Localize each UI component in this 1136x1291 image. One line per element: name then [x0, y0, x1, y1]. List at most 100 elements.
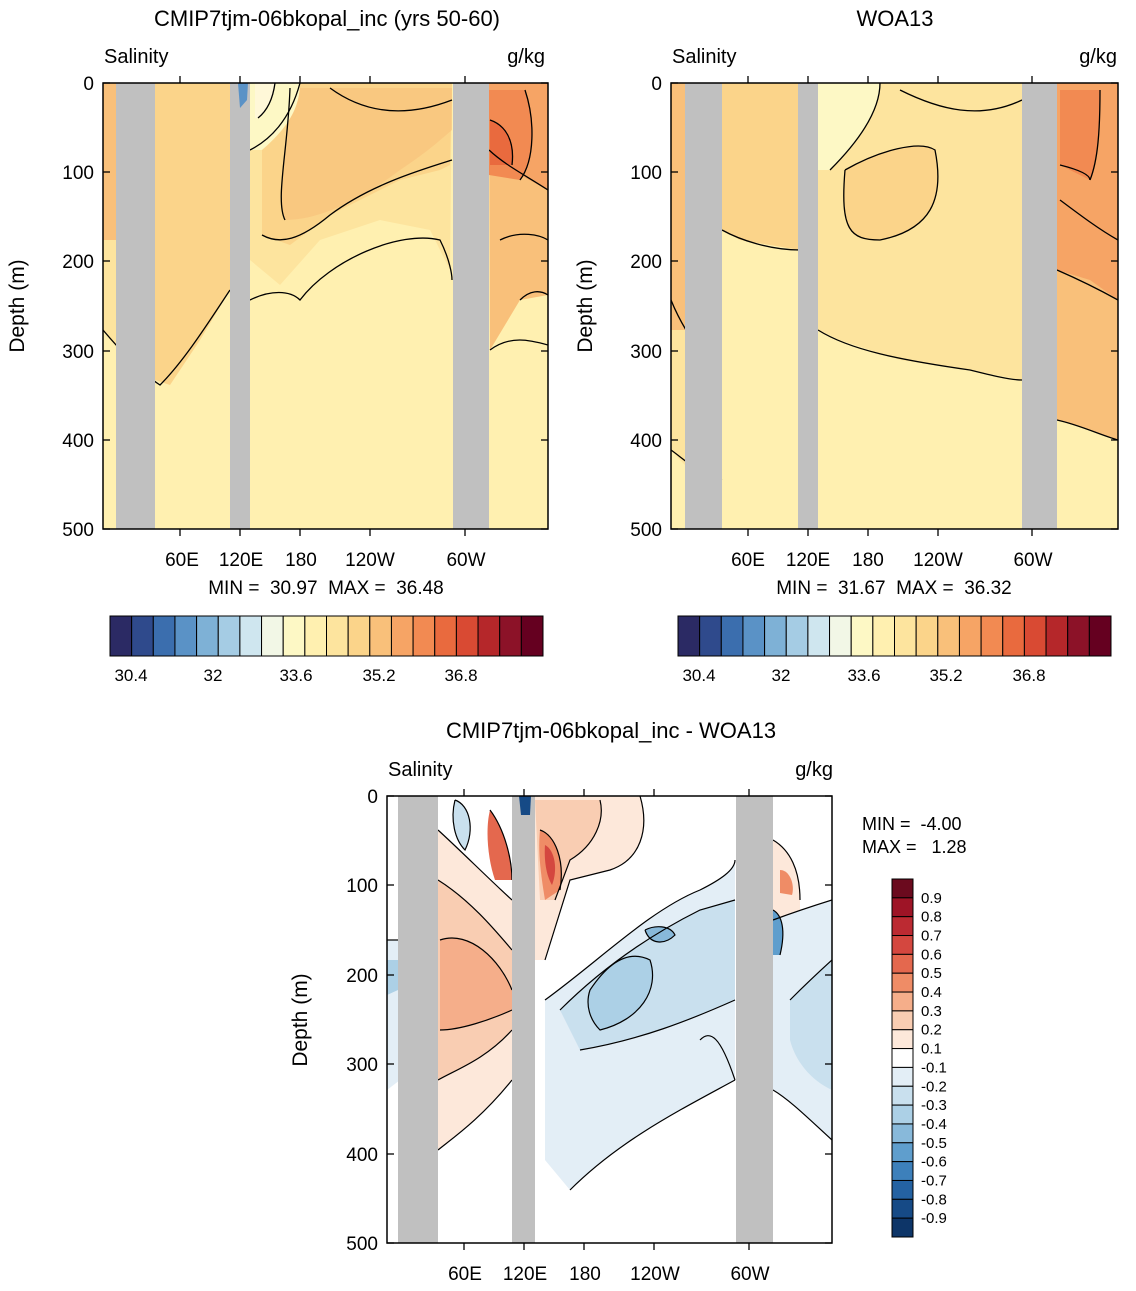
panel-model-field: [103, 83, 548, 529]
colorbar-swatch: [891, 1029, 914, 1050]
colorbar-swatch: [891, 897, 914, 918]
colorbar-swatch: [891, 935, 914, 955]
panel-model-min-max: MIN = 30.97 MAX = 36.48: [208, 578, 444, 599]
colorbar-label: 32: [772, 666, 791, 685]
panel-diff-units-label: g/kg: [795, 759, 833, 781]
colorbar-label: 0.8: [921, 909, 942, 926]
colorbar-label: 0.5: [921, 965, 942, 982]
panel-diff-y-tick-labels: 0 100 200 300 400 500: [346, 787, 378, 1255]
panel-diff-colorbar: [891, 878, 914, 1238]
panel-obs-field: [671, 83, 1118, 529]
colorbar-label: 0.6: [921, 946, 942, 963]
colorbar-label: 30.4: [682, 666, 715, 685]
colorbar-swatch: [499, 615, 522, 657]
colorbar-label: 36.8: [1012, 666, 1045, 685]
panel-diff-max: MAX = 1.28: [862, 837, 967, 857]
panel-diff-ytick: 500: [346, 1234, 378, 1255]
colorbar-label: 0.3: [921, 1003, 942, 1020]
colorbar-label: -0.2: [921, 1078, 947, 1095]
colorbar-swatch: [891, 1048, 914, 1068]
panel-diff-field: [387, 796, 832, 1243]
colorbar-swatch: [891, 991, 914, 1012]
panel-diff-variable-label: Salinity: [388, 759, 452, 781]
colorbar-label: 35.2: [362, 666, 395, 685]
colorbar-swatch: [764, 615, 787, 657]
panel-model-ytick: 400: [62, 431, 94, 452]
colorbar-label: 30.4: [114, 666, 147, 685]
colorbar-swatch: [742, 615, 766, 657]
colorbar-label: -0.4: [921, 1116, 947, 1133]
panel-observations: WOA13 Salinity g/kg: [574, 6, 1119, 685]
panel-model-xtick: 60E: [165, 550, 199, 571]
colorbar-label: 0.7: [921, 928, 942, 945]
panel-obs-colorbar: [677, 615, 1112, 657]
colorbar-swatch: [152, 615, 176, 657]
colorbar-swatch: [891, 1179, 914, 1200]
colorbar-swatch: [347, 615, 371, 657]
colorbar-swatch: [891, 1217, 914, 1238]
colorbar-swatch: [304, 615, 328, 657]
panel-obs-ytick: 100: [630, 163, 662, 184]
colorbar-swatch: [1088, 615, 1112, 657]
colorbar-label: -0.6: [921, 1154, 947, 1171]
colorbar-swatch: [891, 1161, 914, 1181]
panel-diff-min: MIN = -4.00: [862, 814, 962, 834]
colorbar-swatch: [894, 615, 917, 657]
panel-diff-ytick: 100: [346, 876, 378, 897]
panel-model-colorbar-labels: 30.4 32 33.6 35.2 36.8: [114, 666, 477, 685]
panel-model-ytick: 200: [62, 252, 94, 273]
colorbar-swatch: [390, 615, 414, 657]
colorbar-swatch: [891, 953, 914, 974]
panel-obs-y-axis-label: Depth (m): [574, 259, 597, 352]
panel-model-xtick: 120E: [219, 550, 263, 571]
colorbar-swatch: [937, 615, 960, 657]
panel-diff-ticks: [387, 789, 832, 1250]
colorbar-swatch: [412, 615, 436, 657]
colorbar-swatch: [891, 1066, 914, 1087]
colorbar-swatch: [434, 615, 457, 657]
colorbar-swatch: [455, 615, 479, 657]
panel-difference: CMIP7tjm-06bkopal_inc - WOA13 Salinity g…: [289, 718, 967, 1285]
panel-diff-ytick: 300: [346, 1055, 378, 1076]
colorbar-label: 35.2: [929, 666, 962, 685]
colorbar-swatch: [261, 615, 284, 657]
colorbar-swatch: [785, 615, 809, 657]
panel-model-ticks: [103, 76, 548, 536]
panel-diff-xtick: 120E: [503, 1264, 547, 1285]
colorbar-swatch: [829, 615, 852, 657]
panel-obs-xtick: 120W: [913, 550, 963, 571]
panel-model-x-tick-labels: 60E 120E 180 120W 60W: [165, 550, 486, 571]
panel-obs-units-label: g/kg: [1079, 46, 1117, 68]
colorbar-label: -0.9: [921, 1210, 947, 1227]
panel-obs-xtick: 120E: [786, 550, 830, 571]
panel-model-colorbar: [109, 615, 544, 657]
colorbar-label: -0.5: [921, 1135, 947, 1152]
panel-obs-min-max: MIN = 31.67 MAX = 36.32: [776, 578, 1012, 599]
colorbar-swatch: [980, 615, 1004, 657]
colorbar-swatch: [891, 1142, 914, 1163]
colorbar-swatch: [850, 615, 874, 657]
panel-obs-ytick: 0: [651, 74, 662, 95]
panel-obs-colorbar-labels: 30.4 32 33.6 35.2 36.8: [682, 666, 1045, 685]
colorbar-swatch: [520, 615, 544, 657]
colorbar-label: -0.8: [921, 1191, 947, 1208]
panel-obs-ticks: [671, 76, 1118, 536]
colorbar-label: -0.1: [921, 1059, 947, 1076]
colorbar-swatch: [807, 615, 831, 657]
colorbar-swatch: [677, 615, 701, 657]
colorbar-swatch: [217, 615, 241, 657]
panel-diff-ytick: 400: [346, 1145, 378, 1166]
colorbar-label: -0.7: [921, 1172, 947, 1189]
panel-model: CMIP7tjm-06bkopal_inc (yrs 50-60) Salini…: [6, 6, 549, 685]
colorbar-swatch: [109, 615, 133, 657]
panel-model-xtick: 180: [285, 550, 317, 571]
panel-diff-title: CMIP7tjm-06bkopal_inc - WOA13: [446, 718, 776, 743]
colorbar-swatch: [1045, 615, 1069, 657]
panel-obs-xtick: 180: [852, 550, 884, 571]
panel-model-variable-label: Salinity: [104, 46, 168, 68]
colorbar-swatch: [239, 615, 263, 657]
panel-model-y-axis-label: Depth (m): [6, 259, 29, 352]
panel-model-ytick: 0: [83, 74, 94, 95]
panel-model-y-tick-labels: 0 100 200 300 400 500: [62, 74, 94, 541]
